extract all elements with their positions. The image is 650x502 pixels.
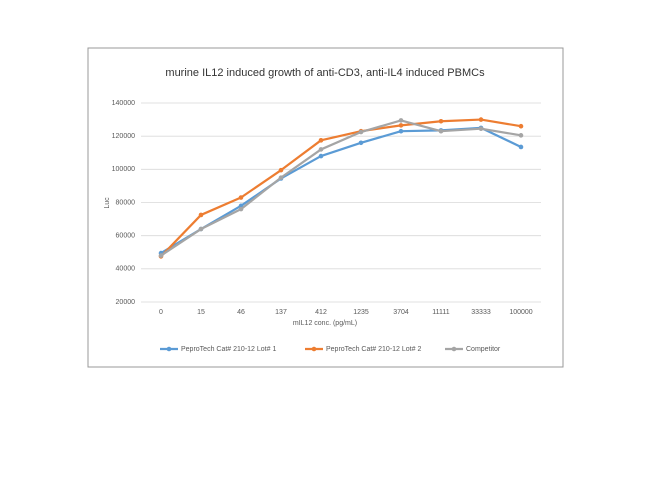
- x-tick-label: 100000: [509, 309, 532, 316]
- x-tick-label: 15: [197, 309, 205, 316]
- x-axis-label: mIL12 conc. (pg/mL): [293, 320, 357, 327]
- legend-label: PeproTech Cat# 210-12 Lot# 2: [326, 346, 421, 353]
- data-point: [318, 147, 324, 152]
- data-point: [358, 129, 364, 135]
- data-point: [398, 123, 404, 128]
- x-tick-label: 3704: [393, 309, 409, 316]
- data-point: [238, 206, 244, 212]
- x-tick-label: 137: [275, 309, 287, 316]
- legend-label: Competitor: [466, 346, 501, 353]
- data-line: [160, 118, 522, 258]
- x-tick-label: 46: [237, 309, 245, 316]
- data-line: [160, 119, 522, 257]
- data-point: [318, 153, 324, 159]
- legend-marker: [311, 346, 317, 352]
- y-axis-label: Luc: [104, 197, 111, 209]
- data-point: [478, 117, 484, 122]
- legend-marker: [166, 346, 172, 352]
- data-point: [478, 126, 484, 132]
- x-tick-label: 11111: [432, 309, 449, 316]
- x-tick-label: 412: [315, 309, 327, 316]
- chart-border: [87, 47, 564, 368]
- legend-marker: [451, 346, 457, 352]
- data-point: [238, 195, 244, 200]
- y-tick-label: 140000: [112, 100, 135, 107]
- x-tick-label: 1235: [353, 309, 369, 316]
- data-point: [398, 118, 404, 123]
- data-point: [438, 128, 444, 134]
- y-tick-label: 60000: [116, 233, 136, 240]
- y-tick-label: 40000: [116, 266, 136, 273]
- data-point: [398, 128, 404, 134]
- data-point: [358, 140, 364, 146]
- x-tick-label: 33333: [471, 309, 491, 316]
- data-point: [518, 123, 524, 129]
- data-point: [438, 118, 444, 124]
- data-point: [518, 133, 524, 138]
- data-point: [278, 175, 284, 180]
- data-point: [278, 167, 284, 173]
- y-tick-label: 20000: [116, 299, 136, 306]
- x-tick-label: 0: [159, 309, 163, 316]
- data-point: [518, 144, 524, 150]
- y-tick-label: 80000: [116, 199, 136, 206]
- data-point: [198, 212, 204, 218]
- y-tick-label: 120000: [112, 133, 135, 140]
- y-tick-label: 100000: [112, 166, 135, 173]
- legend-label: PeproTech Cat# 210-12 Lot# 1: [181, 346, 276, 353]
- data-point: [158, 253, 164, 258]
- data-point: [198, 226, 204, 232]
- chart-title: murine IL12 induced growth of anti-CD3, …: [165, 67, 485, 79]
- data-point: [318, 138, 324, 143]
